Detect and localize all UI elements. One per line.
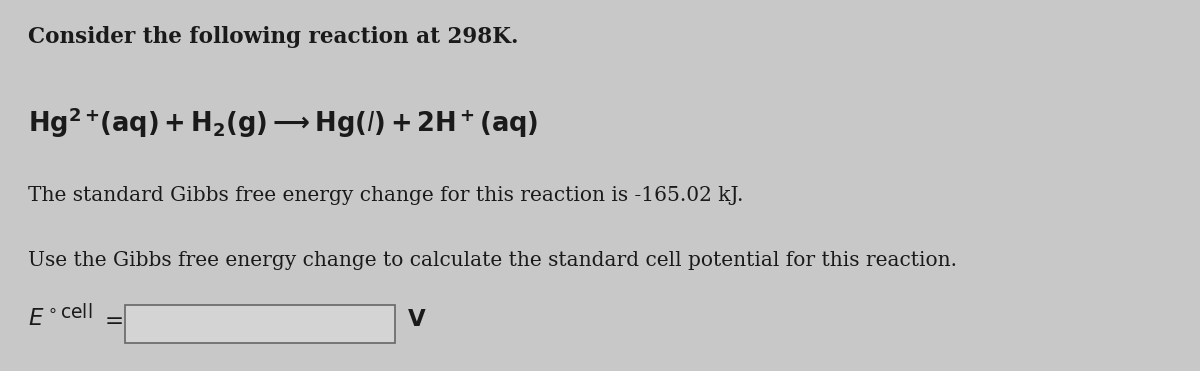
- Text: $\mathrm{cell}$: $\mathrm{cell}$: [60, 303, 92, 322]
- Text: Consider the following reaction at 298K.: Consider the following reaction at 298K.: [28, 26, 518, 48]
- Text: Use the Gibbs free energy change to calculate the standard cell potential for th: Use the Gibbs free energy change to calc…: [28, 251, 958, 270]
- Text: $E^\circ$: $E^\circ$: [28, 309, 56, 331]
- Text: $\mathbf{Hg^{2+}\!(aq) + H_2(g) \longrightarrow Hg(\mathit{l}) + 2H^+(aq)}$: $\mathbf{Hg^{2+}\!(aq) + H_2(g) \longrig…: [28, 106, 539, 141]
- Bar: [125, 305, 395, 343]
- Text: $=$: $=$: [100, 309, 124, 331]
- Text: The standard Gibbs free energy change for this reaction is -165.02 kJ.: The standard Gibbs free energy change fo…: [28, 186, 743, 205]
- Text: $\mathbf{V}$: $\mathbf{V}$: [407, 309, 426, 331]
